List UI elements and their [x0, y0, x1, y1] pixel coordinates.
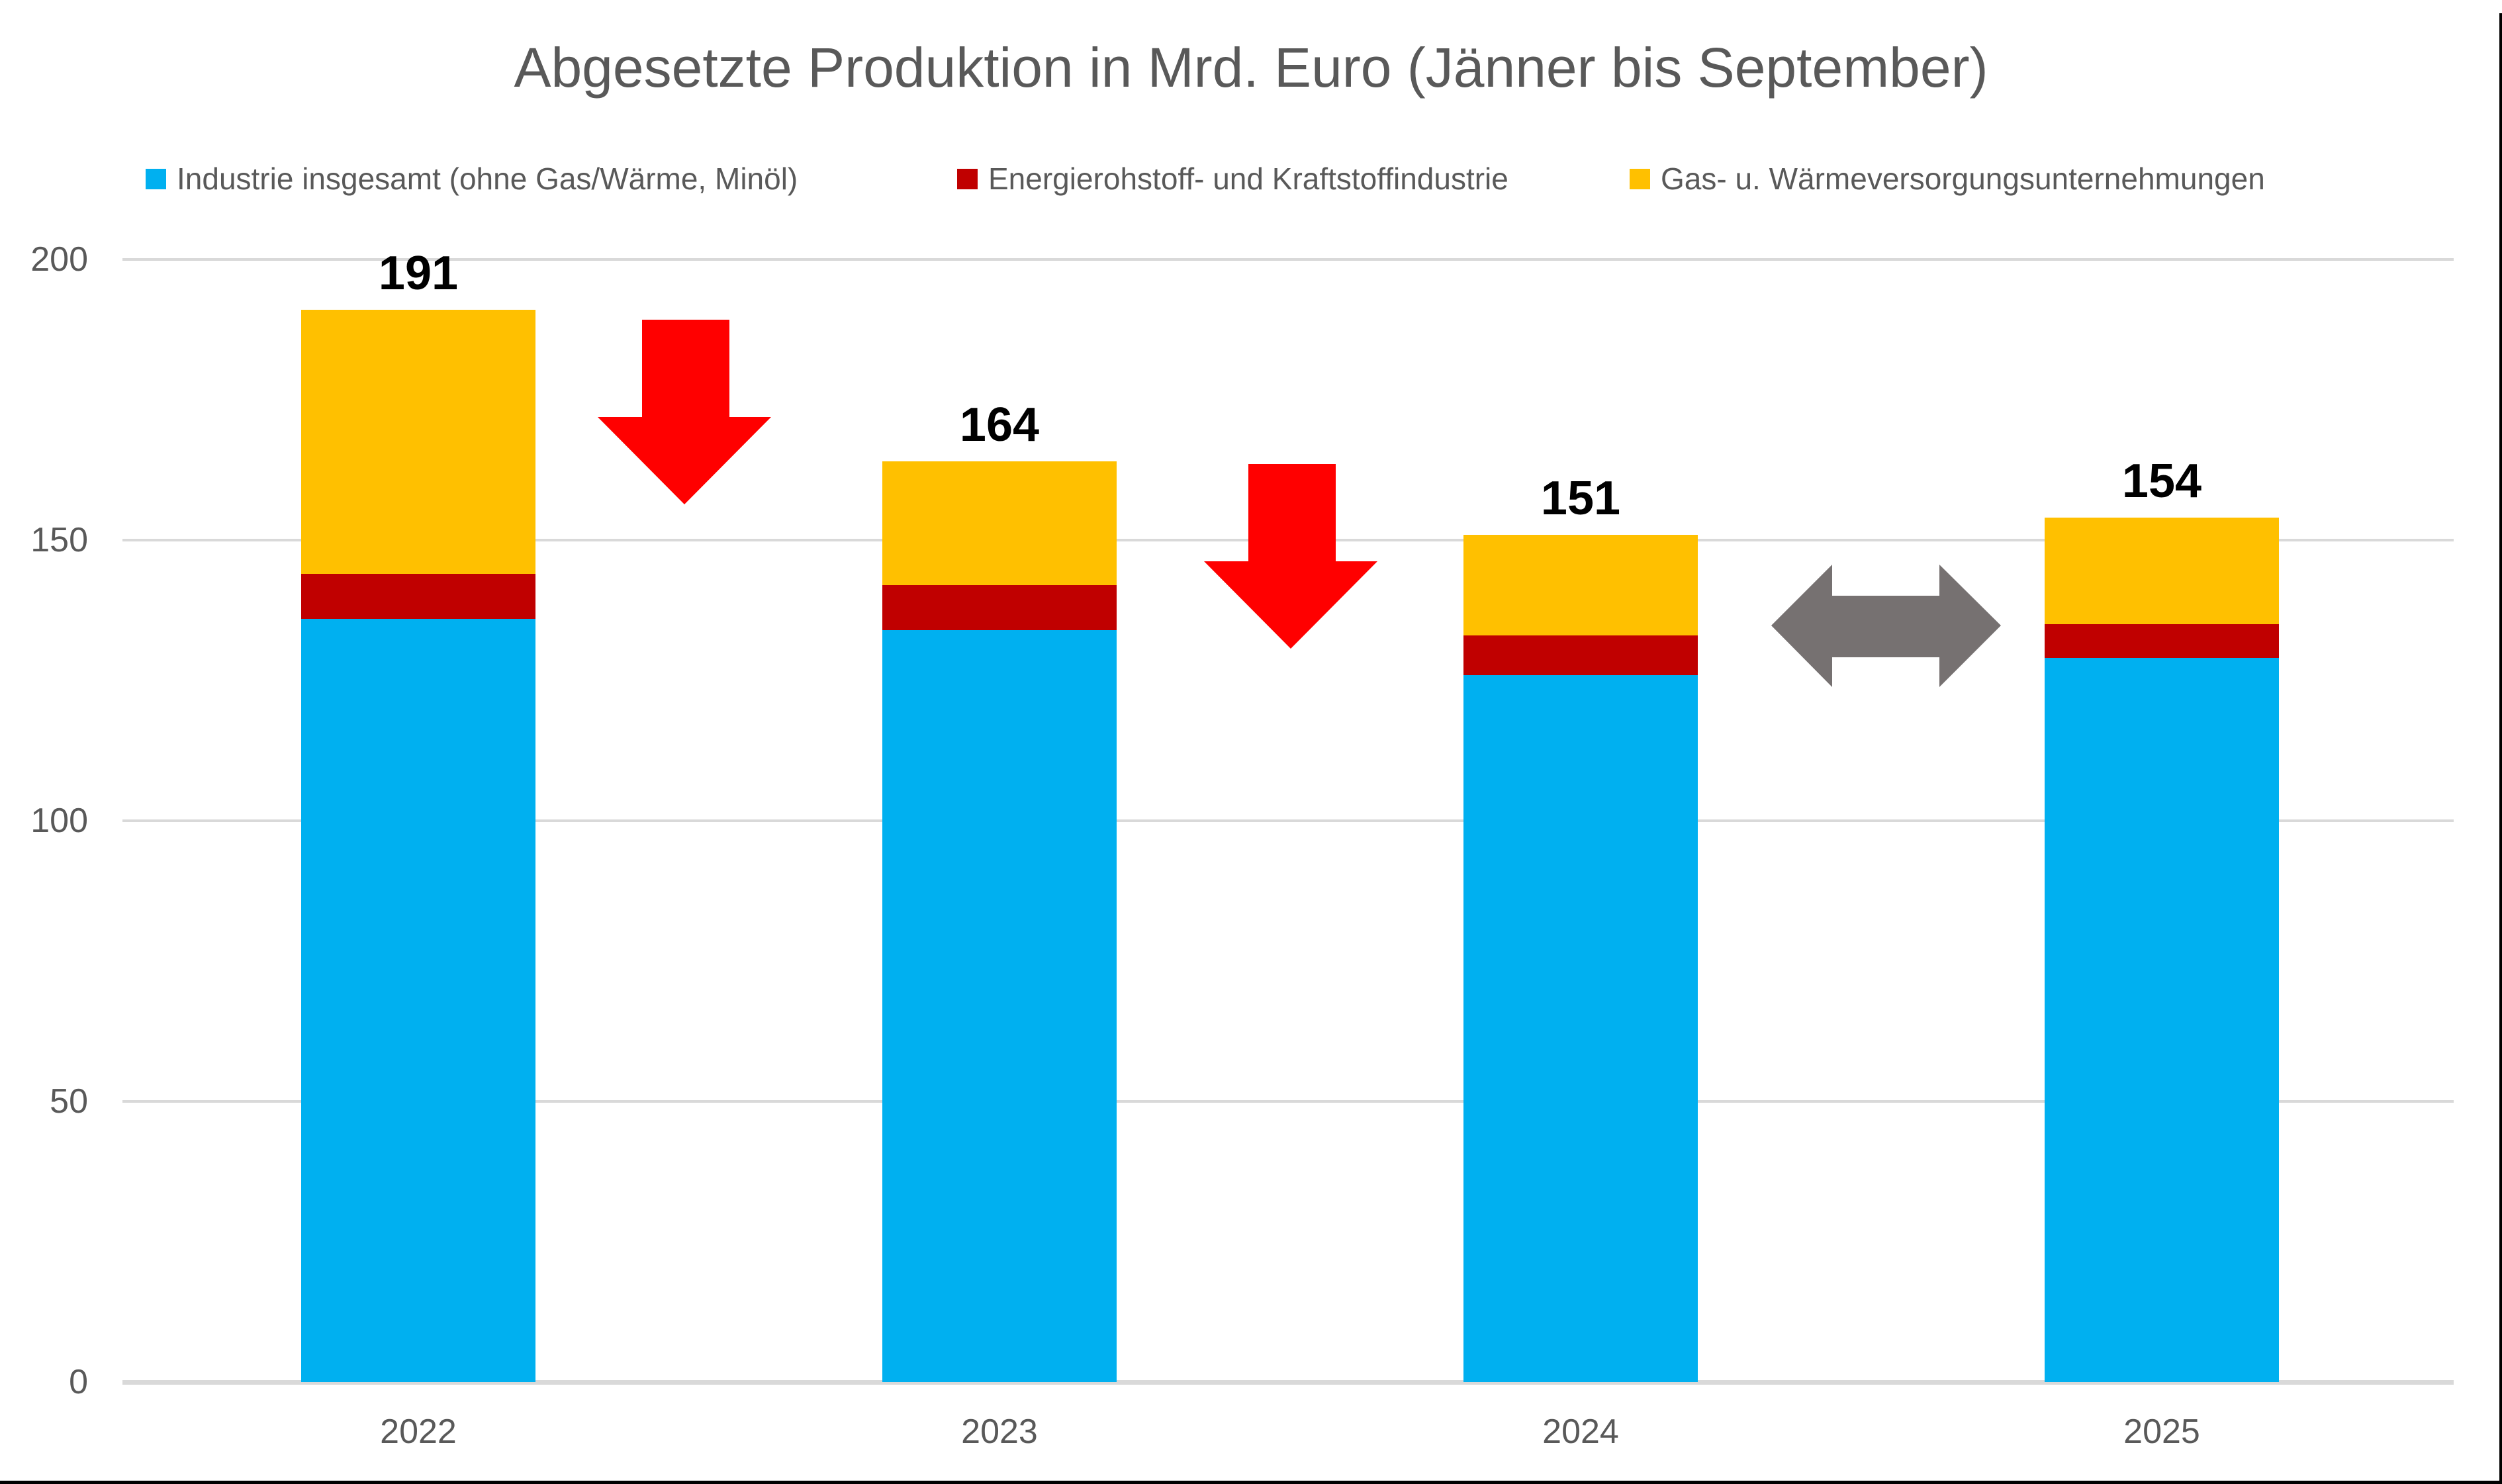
- down-arrow-2023-2024-icon: [1204, 464, 1377, 649]
- value-label-2025: 154: [2121, 455, 2202, 508]
- legend-label-gas-waerme: Gas- u. Wärmeversorgungsunternehmungen: [1661, 162, 2265, 196]
- bar-segment-2023-series2: [882, 461, 1117, 585]
- x-axis-label-2024: 2024: [1542, 1413, 1619, 1451]
- chart-title: Abgesetzte Produktion in Mrd. Euro (Jänn…: [514, 36, 1988, 99]
- value-label-2023: 164: [959, 398, 1040, 452]
- window-right-border: [2499, 13, 2502, 1484]
- value-label-2024: 151: [1540, 471, 1621, 525]
- bar-segment-2024-series1: [1463, 635, 1698, 675]
- legend-swatch-industrie-icon: [146, 168, 166, 189]
- gridline-100: [122, 819, 2454, 822]
- bar-segment-2022-series2: [301, 310, 535, 574]
- left-right-arrow-2024-2025-icon: [1771, 565, 2001, 687]
- gridline-50: [122, 1100, 2454, 1103]
- window-bottom-border: [0, 1481, 2502, 1484]
- bar-segment-2022-series0: [301, 618, 535, 1382]
- legend-item-gas-waerme: Gas- u. Wärmeversorgungsunternehmungen: [1630, 159, 2265, 199]
- legend-item-industrie: Industrie insgesamt (ohne Gas/Wärme, Min…: [146, 159, 798, 199]
- bar-segment-2022-series1: [301, 573, 535, 619]
- legend-label-industrie: Industrie insgesamt (ohne Gas/Wärme, Min…: [177, 162, 798, 196]
- legend-label-energierohstoff: Energierohstoff- und Kraftstoffindustrie: [988, 162, 1508, 196]
- y-axis-label-100: 100: [30, 802, 88, 840]
- x-axis-label-2023: 2023: [961, 1413, 1038, 1451]
- bar-segment-2024-series2: [1463, 534, 1698, 636]
- y-axis-label-200: 200: [30, 240, 88, 279]
- gridline-200: [122, 258, 2454, 261]
- value-label-2022: 191: [378, 247, 459, 301]
- legend-item-energierohstoff: Energierohstoff- und Kraftstoffindustrie: [957, 159, 1508, 199]
- down-arrow-2022-2023-icon: [598, 320, 771, 504]
- legend-swatch-energierohstoff-icon: [957, 168, 978, 189]
- bar-segment-2025-series0: [2045, 658, 2279, 1382]
- x-axis-label-2022: 2022: [380, 1413, 457, 1451]
- y-axis-label-0: 0: [69, 1363, 88, 1401]
- legend-swatch-gas-waerme-icon: [1630, 168, 1650, 189]
- y-axis-label-50: 50: [50, 1082, 88, 1121]
- bar-segment-2023-series1: [882, 584, 1117, 630]
- bar-segment-2024-series0: [1463, 674, 1698, 1382]
- x-axis-label-2025: 2025: [2123, 1413, 2200, 1451]
- bar-segment-2025-series2: [2045, 518, 2279, 625]
- bar-segment-2025-series1: [2045, 624, 2279, 659]
- bar-segment-2023-series0: [882, 629, 1117, 1382]
- y-axis-label-150: 150: [30, 521, 88, 559]
- gridline-0: [122, 1380, 2454, 1385]
